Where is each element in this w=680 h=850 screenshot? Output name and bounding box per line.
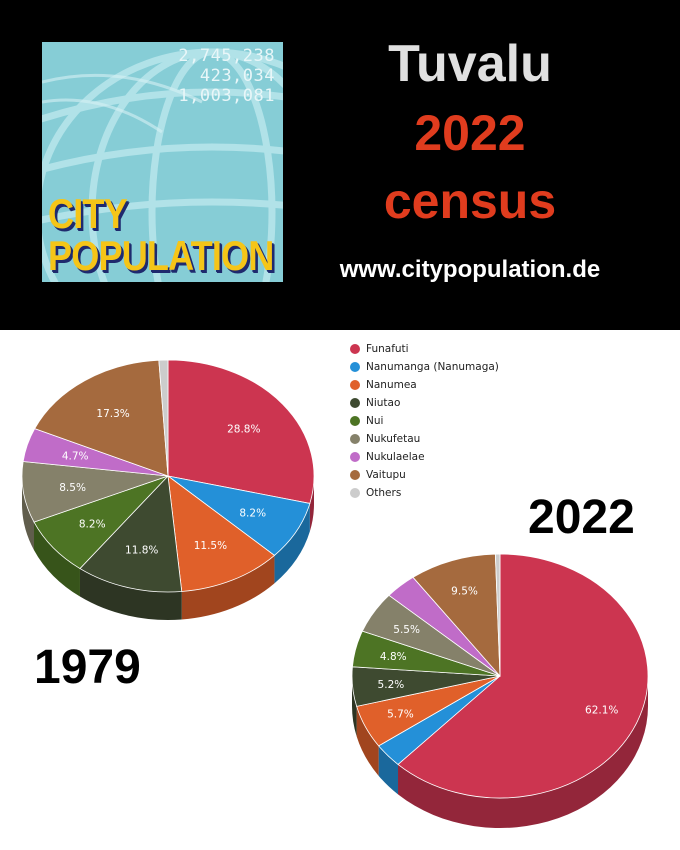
pie-slice-others — [494, 553, 501, 677]
pie-slice-side — [378, 745, 399, 795]
globe-icon — [42, 48, 283, 282]
legend-label: Niutao — [366, 397, 401, 409]
legend-item: Nui — [350, 412, 499, 430]
website-url: www.citypopulation.de — [339, 256, 601, 283]
year-label-1979: 1979 — [34, 641, 141, 694]
pie-slice-funafuti — [397, 553, 649, 799]
pie-slice-vaitupu — [34, 359, 169, 477]
pie-data-label: 8.2% — [239, 507, 266, 519]
pie-data-label: 5.5% — [393, 624, 420, 636]
pie-data-label: 5.7% — [387, 709, 414, 721]
legend-item: Nukulaelae — [350, 448, 499, 466]
legend-swatch — [350, 344, 360, 354]
legend-item: Nanumea — [350, 376, 499, 394]
legend-label: Funafuti — [366, 343, 409, 355]
pie-slice-side — [356, 706, 379, 776]
pie-slice-niutao — [79, 475, 183, 593]
pie-data-label: 8.5% — [59, 482, 86, 494]
pie-data-label: 62.1% — [585, 704, 618, 716]
census-year: 2022 — [414, 105, 526, 161]
legend-label: Nanumanga (Nanumaga) — [366, 361, 499, 373]
legend-label: Nukufetau — [366, 433, 421, 445]
legend-label: Others — [366, 487, 402, 499]
census-subtitle: census — [383, 173, 557, 229]
pie-data-label: 9.5% — [451, 586, 478, 598]
pie-slice-vaitupu — [412, 553, 501, 678]
pie-data-label: 8.2% — [79, 518, 106, 530]
pie-slice-side — [274, 503, 310, 584]
header-banner: 2,745,238 423,034 1,003,081 CITY POPULAT… — [0, 0, 680, 330]
country-title: Tuvalu — [388, 35, 552, 93]
legend-swatch — [350, 434, 360, 444]
legend-swatch — [350, 398, 360, 408]
pie-slice-side — [34, 522, 80, 597]
pie-slice-funafuti — [167, 359, 315, 504]
logo-number: 423,034 — [199, 66, 275, 86]
pie-data-label: 17.3% — [96, 408, 129, 420]
legend-item: Nanumanga (Nanumaga) — [350, 358, 499, 376]
legend-item: Nukufetau — [350, 430, 499, 448]
year-label-2022: 2022 — [528, 491, 635, 544]
legend-item: Funafuti — [350, 340, 499, 358]
chart-legend: Funafuti Nanumanga (Nanumaga) Nanumea Niuta… — [350, 340, 499, 502]
legend-item: Vaitupu — [350, 466, 499, 484]
pie-slice-side — [352, 676, 357, 737]
legend-label: Nanumea — [366, 379, 417, 391]
pie-data-label: 11.8% — [125, 545, 158, 557]
legend-swatch — [350, 452, 360, 462]
pie-slice-others — [158, 359, 169, 477]
pie-slice-side — [398, 676, 648, 828]
legend-swatch — [350, 380, 360, 390]
logo-word-city: CITY — [48, 190, 128, 237]
pie-data-label: 4.8% — [380, 651, 407, 663]
legend-item: Others — [350, 484, 499, 502]
logo-word-population: POPULATION — [48, 232, 274, 279]
legend-item: Niutao — [350, 394, 499, 412]
pie-data-label: 28.8% — [227, 424, 260, 436]
city-population-logo: 2,745,238 423,034 1,003,081 CITY POPULAT… — [42, 42, 283, 282]
pie-data-label: 4.7% — [62, 450, 89, 462]
pie-slice-side — [79, 568, 182, 620]
pie-slice-nanumea — [167, 475, 276, 592]
logo-number: 2,745,238 — [178, 46, 275, 66]
legend-label: Nukulaelae — [366, 451, 425, 463]
pie-data-label: 11.5% — [194, 540, 227, 552]
legend-swatch — [350, 362, 360, 372]
pie-data-label: 5.2% — [378, 679, 405, 691]
legend-label: Nui — [366, 415, 384, 427]
legend-swatch — [350, 488, 360, 498]
pie-slice-side — [22, 476, 35, 551]
legend-swatch — [350, 470, 360, 480]
legend-label: Vaitupu — [366, 469, 406, 481]
legend-swatch — [350, 416, 360, 426]
logo-number: 1,003,081 — [178, 86, 275, 106]
